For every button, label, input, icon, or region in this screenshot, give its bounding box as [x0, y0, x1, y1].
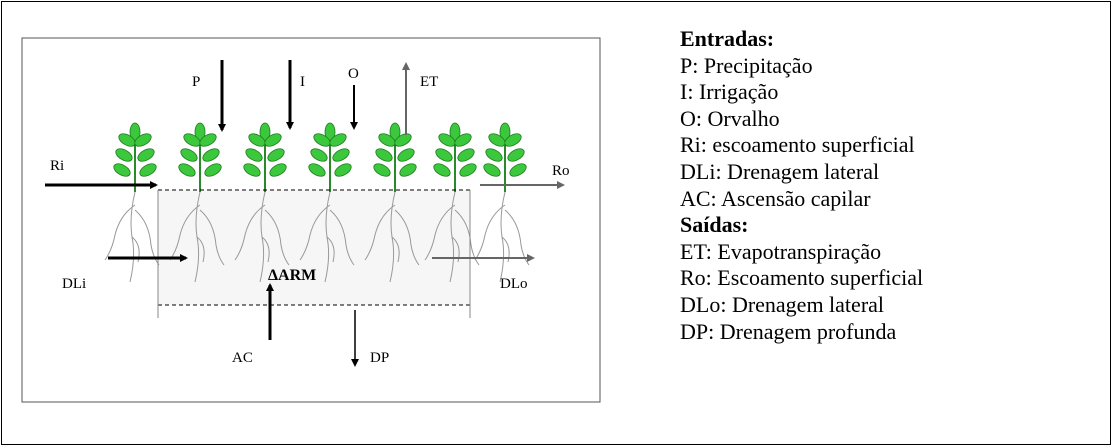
label: ΔARM — [268, 267, 316, 284]
label: DLi — [62, 276, 86, 292]
plant — [483, 122, 527, 192]
legend-item: DLo: Drenagem lateral — [680, 291, 885, 317]
roots — [364, 191, 420, 283]
roots — [424, 191, 480, 283]
label: ET — [420, 74, 438, 90]
plant — [178, 122, 222, 192]
legend-item: I: Irrigação — [680, 79, 779, 105]
legend-item: DLi: Drenagem lateral — [680, 158, 880, 184]
legend-item: Ri: escoamento superficial — [680, 132, 915, 158]
label: Ri — [50, 158, 64, 174]
legend-item: ET: Evapotranspiração — [680, 238, 882, 264]
label: O — [348, 66, 359, 82]
legend-item: Ro: Escoamento superficial — [680, 265, 924, 291]
label: DP — [370, 350, 389, 366]
plant — [243, 122, 287, 192]
soil-volume — [158, 190, 470, 305]
legend-heading: Entradas: — [680, 26, 775, 51]
legend-item: AC: Ascensão capilar — [680, 185, 871, 211]
roots — [474, 191, 530, 283]
legend-heading: Saídas: — [680, 212, 749, 238]
roots — [234, 191, 290, 283]
label: AC — [232, 350, 253, 366]
plant — [308, 122, 352, 192]
arrows — [45, 60, 565, 367]
image-box — [21, 37, 601, 403]
plant — [433, 122, 477, 192]
legend: Entradas: P: Precipitação I: Irrigação O: … — [680, 26, 923, 345]
label: I — [300, 74, 305, 90]
roots — [299, 191, 355, 283]
legend-item: DP: Drenagem profunda — [680, 318, 897, 344]
label: Ro — [552, 163, 570, 179]
plant — [373, 122, 417, 192]
legend-item: O: Orvalho — [680, 105, 780, 131]
label: P — [192, 74, 200, 90]
roots — [169, 191, 225, 283]
label: DLo — [500, 276, 528, 292]
roots — [104, 191, 160, 283]
legend-item: P: Precipitação — [680, 52, 813, 78]
plant — [113, 122, 157, 192]
